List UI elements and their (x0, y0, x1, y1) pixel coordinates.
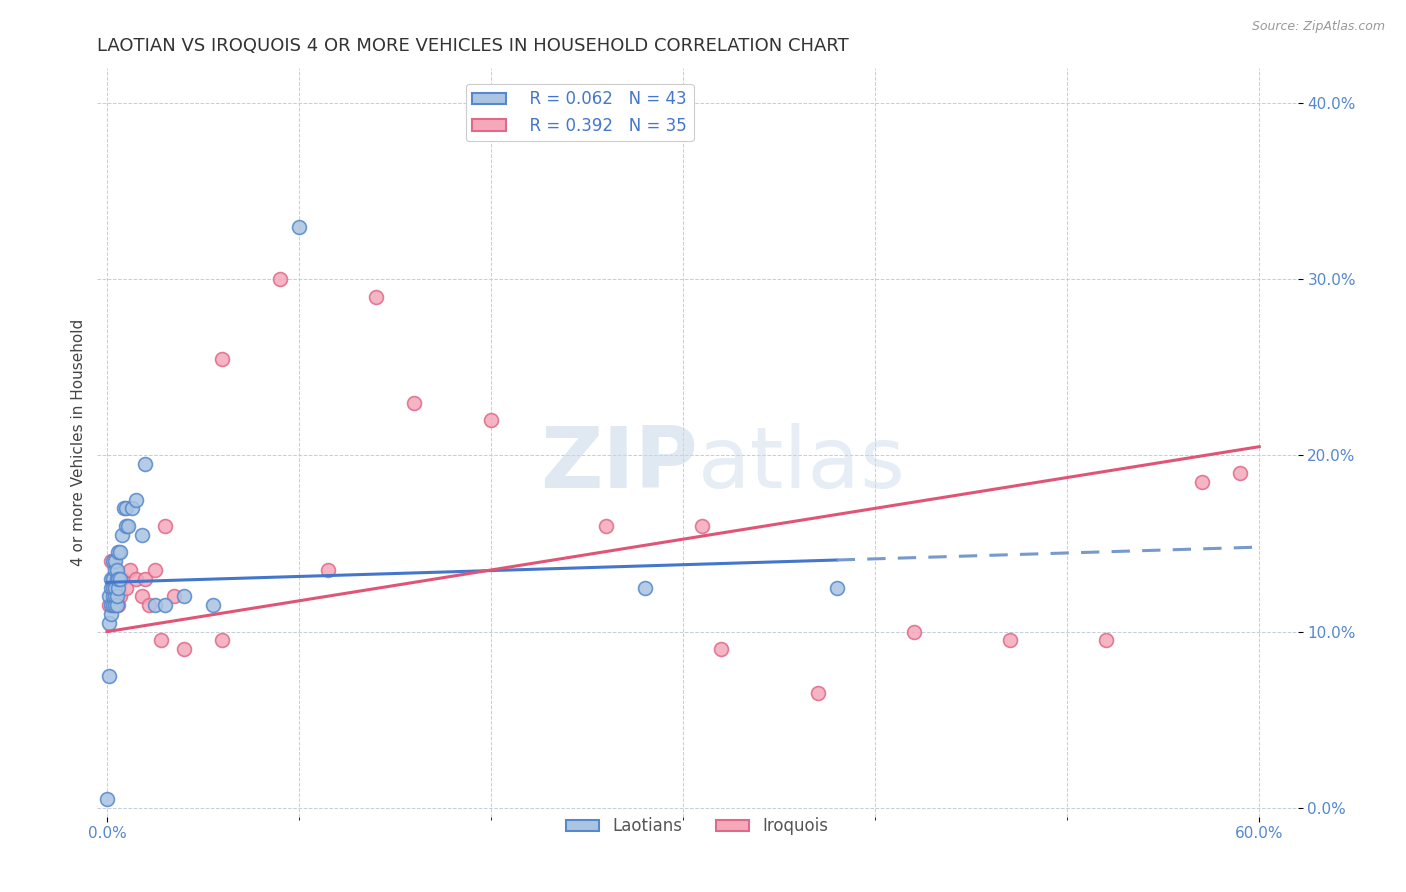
Point (100, 598, 122, 612)
Point (125, 492, 148, 507)
Point (117, 519, 139, 533)
Point (104, 581, 127, 595)
Text: Source: ZipAtlas.com: Source: ZipAtlas.com (1251, 20, 1385, 33)
Point (118, 563, 141, 577)
Point (211, 633, 233, 648)
Point (100, 607, 122, 621)
Point (121, 501, 143, 516)
Y-axis label: 4 or more Vehicles in Household: 4 or more Vehicles in Household (72, 318, 86, 566)
Point (104, 598, 127, 612)
Point (634, 581, 657, 595)
Point (104, 581, 127, 595)
Point (1191, 475, 1213, 489)
Point (110, 545, 132, 559)
Point (100, 572, 122, 586)
Point (111, 528, 134, 542)
Point (149, 633, 172, 648)
Point (131, 528, 153, 542)
Point (115, 519, 138, 533)
Point (100, 581, 122, 595)
Text: atlas: atlas (697, 423, 905, 507)
Point (211, 351, 233, 366)
Point (201, 598, 224, 612)
Point (364, 290, 387, 304)
Point (107, 581, 129, 595)
Point (269, 272, 291, 286)
Point (125, 572, 148, 586)
Point (101, 572, 124, 586)
Point (404, 395, 426, 409)
Point (710, 642, 733, 657)
Point (97, 590, 120, 604)
Point (101, 598, 124, 612)
Point (105, 598, 128, 612)
Point (806, 686, 828, 700)
Point (101, 581, 124, 595)
Point (105, 572, 128, 586)
Point (96, 792, 118, 806)
Point (104, 554, 127, 568)
Point (690, 519, 713, 533)
Point (104, 590, 127, 604)
Point (173, 642, 195, 657)
Point (97, 615, 120, 630)
Point (97, 598, 120, 612)
Point (101, 598, 124, 612)
Point (131, 590, 153, 604)
Point (1094, 633, 1116, 648)
Point (110, 590, 132, 604)
Point (105, 563, 128, 577)
Point (316, 563, 339, 577)
Point (115, 581, 138, 595)
Point (173, 590, 195, 604)
Point (153, 598, 176, 612)
Point (134, 458, 156, 472)
Point (101, 590, 124, 604)
Point (105, 590, 128, 604)
Point (111, 572, 134, 586)
Point (143, 598, 166, 612)
Point (100, 554, 122, 568)
Point (101, 554, 124, 568)
Point (595, 519, 617, 533)
Point (153, 519, 176, 533)
Point (998, 633, 1021, 648)
Point (107, 598, 129, 612)
Point (110, 572, 132, 586)
Point (107, 545, 129, 559)
Legend: Laotians, Iroquois: Laotians, Iroquois (560, 811, 835, 842)
Point (107, 572, 129, 586)
Point (143, 563, 166, 577)
Point (104, 563, 127, 577)
Text: LAOTIAN VS IROQUOIS 4 OR MORE VEHICLES IN HOUSEHOLD CORRELATION CHART: LAOTIAN VS IROQUOIS 4 OR MORE VEHICLES I… (97, 37, 849, 55)
Point (903, 624, 925, 639)
Point (134, 572, 156, 586)
Point (105, 572, 128, 586)
Point (138, 598, 160, 612)
Point (112, 501, 135, 516)
Point (288, 219, 311, 234)
Point (163, 590, 186, 604)
Point (479, 413, 502, 427)
Text: ZIP: ZIP (540, 423, 697, 507)
Point (97, 668, 120, 682)
Point (115, 501, 138, 516)
Point (1229, 466, 1251, 480)
Point (825, 581, 848, 595)
